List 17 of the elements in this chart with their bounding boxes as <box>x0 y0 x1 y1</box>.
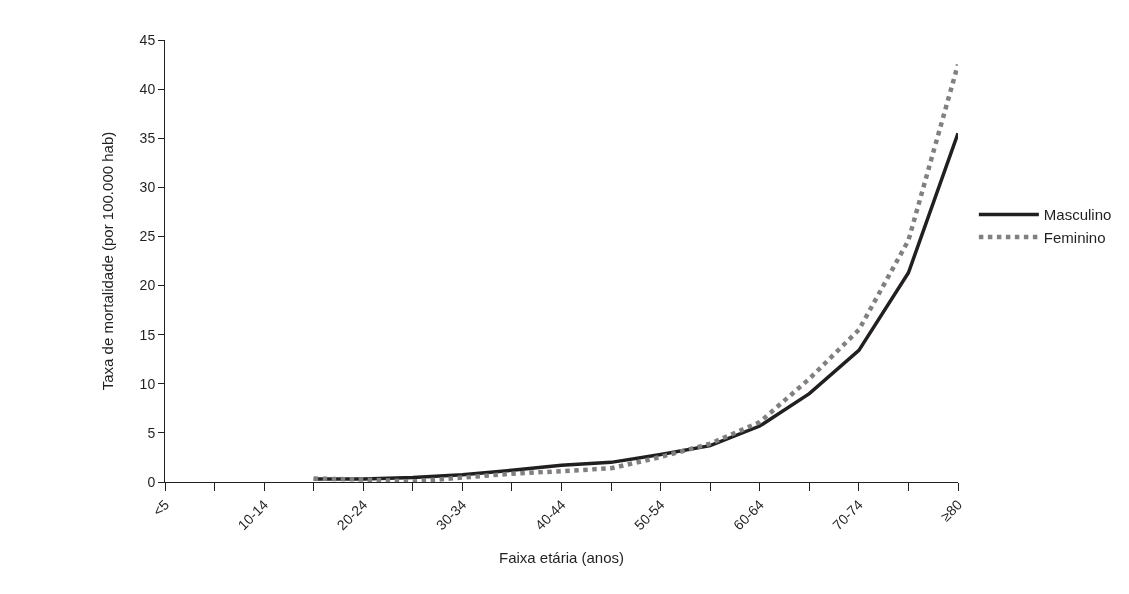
y-tick-label: 30 <box>139 179 156 196</box>
y-tick-label: 20 <box>139 277 156 294</box>
y-tick-label: 5 <box>147 424 156 441</box>
y-tick-label: 45 <box>139 31 156 48</box>
y-tick-label: 40 <box>139 81 156 98</box>
y-axis-title: Taxa de mortalidade (por 100.000 hab) <box>98 131 116 391</box>
y-tick-label: 15 <box>139 326 156 343</box>
line-series <box>311 62 958 482</box>
y-tick-label: 25 <box>139 228 156 245</box>
legend-label: Masculino <box>1043 206 1112 224</box>
x-tick-label: <5 <box>149 496 173 520</box>
x-axis-title: Faixa etária (anos) <box>498 549 625 567</box>
y-tick-label: 10 <box>139 375 156 392</box>
x-tick-label: ≥80 <box>937 496 966 525</box>
y-tick-label: 0 <box>147 473 156 490</box>
y-tick-label: 35 <box>139 130 156 147</box>
legend-label: Feminino <box>1043 228 1106 246</box>
